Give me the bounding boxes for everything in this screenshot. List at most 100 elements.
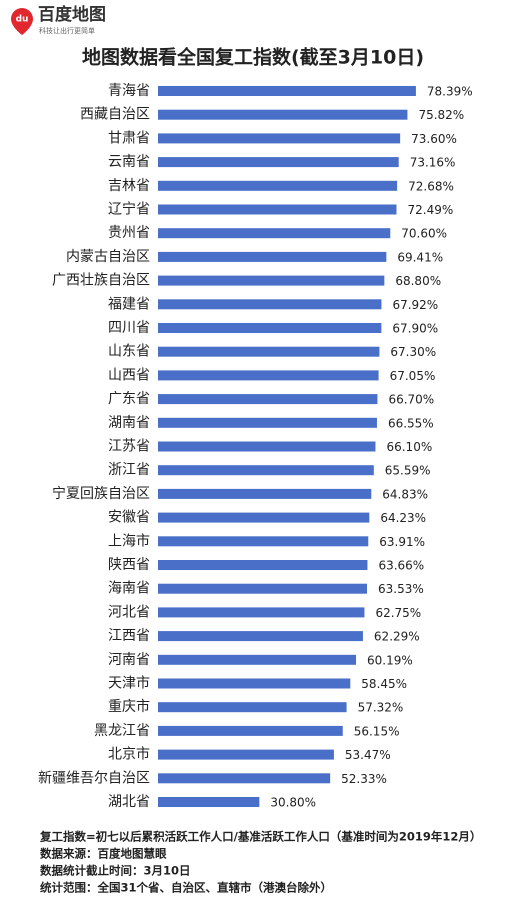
footnote: 数据来源：百度地图慧眼 bbox=[40, 847, 167, 861]
category-label: 北京市 bbox=[108, 746, 150, 763]
value-label: 63.66% bbox=[378, 559, 424, 573]
value-label: 67.05% bbox=[390, 369, 436, 383]
bar bbox=[158, 631, 363, 642]
category-label: 山东省 bbox=[108, 344, 150, 360]
category-label: 山西省 bbox=[108, 367, 150, 383]
footnote: 数据统计截止时间：3月10日 bbox=[40, 864, 191, 878]
category-label: 宁夏回族自治区 bbox=[52, 485, 150, 502]
value-label: 63.53% bbox=[378, 582, 424, 596]
value-label: 72.49% bbox=[407, 203, 453, 217]
bar bbox=[158, 773, 331, 784]
chart-title: 地图数据看全国复工指数(截至3月10日) bbox=[82, 46, 424, 69]
category-label: 福建省 bbox=[108, 296, 150, 312]
value-label: 67.92% bbox=[392, 298, 438, 312]
brand-slogan: 科技让出行更简单 bbox=[39, 26, 95, 35]
value-label: 72.68% bbox=[408, 179, 454, 193]
category-label: 湖南省 bbox=[108, 415, 150, 431]
category-label: 内蒙古自治区 bbox=[66, 249, 150, 265]
bar bbox=[158, 797, 260, 807]
value-label: 64.23% bbox=[380, 511, 426, 525]
bar bbox=[158, 560, 368, 570]
category-label: 吉林省 bbox=[108, 178, 150, 194]
category-label: 四川省 bbox=[108, 320, 150, 336]
category-label: 江西省 bbox=[108, 628, 150, 644]
value-label: 78.39% bbox=[427, 85, 473, 99]
bar bbox=[158, 251, 387, 262]
category-label: 陕西省 bbox=[108, 557, 150, 573]
logo: du 百度地图 科技让出行更简单 bbox=[11, 4, 106, 35]
category-label: 江苏省 bbox=[108, 439, 150, 455]
bar bbox=[158, 536, 369, 547]
brand-name: 百度地图 bbox=[38, 4, 106, 25]
value-label: 60.19% bbox=[367, 653, 413, 667]
bar bbox=[158, 133, 401, 144]
value-label: 56.15% bbox=[354, 724, 400, 738]
logo-pin bbox=[11, 8, 33, 35]
value-label: 66.10% bbox=[386, 440, 432, 454]
bar bbox=[158, 654, 357, 665]
bar bbox=[158, 725, 343, 736]
category-label: 新疆维吾尔自治区 bbox=[38, 770, 150, 786]
value-label: 63.91% bbox=[379, 535, 425, 549]
bar bbox=[158, 583, 368, 594]
value-label: 53.47% bbox=[345, 748, 391, 762]
bar bbox=[158, 512, 370, 523]
bar bbox=[158, 488, 372, 499]
category-label: 西藏自治区 bbox=[80, 107, 150, 123]
bar bbox=[158, 323, 382, 333]
bar bbox=[158, 678, 351, 689]
bar bbox=[158, 180, 398, 191]
value-label: 75.82% bbox=[418, 108, 464, 122]
value-label: 66.70% bbox=[388, 393, 434, 407]
logo-icon-text: du bbox=[16, 15, 29, 25]
bar bbox=[158, 607, 365, 618]
value-label: 68.80% bbox=[395, 274, 441, 288]
bar bbox=[158, 346, 380, 357]
category-label: 云南省 bbox=[108, 154, 150, 170]
footnote: 统计范围：全国31个省、自治区、直辖市（港澳台除外） bbox=[40, 881, 332, 895]
bar bbox=[158, 157, 399, 168]
category-label: 河北省 bbox=[108, 604, 150, 620]
bar bbox=[158, 204, 397, 215]
category-label: 湖北省 bbox=[108, 794, 150, 810]
category-label: 广东省 bbox=[108, 391, 150, 407]
bar bbox=[158, 109, 408, 120]
value-label: 69.41% bbox=[397, 250, 443, 264]
category-label: 河南省 bbox=[108, 652, 150, 668]
value-label: 52.33% bbox=[341, 772, 387, 786]
bar bbox=[158, 441, 376, 452]
category-label: 安徽省 bbox=[108, 510, 150, 526]
bar bbox=[158, 370, 379, 381]
value-label: 73.60% bbox=[411, 132, 457, 146]
bar bbox=[158, 465, 374, 476]
bar bbox=[158, 417, 377, 428]
category-label: 海南省 bbox=[108, 581, 150, 597]
category-label: 浙江省 bbox=[108, 462, 150, 478]
value-label: 65.59% bbox=[385, 464, 431, 478]
category-label: 重庆市 bbox=[108, 698, 150, 715]
value-label: 67.30% bbox=[390, 345, 436, 359]
category-label: 上海市 bbox=[108, 532, 150, 549]
value-label: 57.32% bbox=[358, 701, 404, 715]
bar bbox=[158, 702, 347, 713]
category-label: 贵州省 bbox=[108, 225, 150, 241]
bar bbox=[158, 228, 391, 239]
category-label: 广西壮族自治区 bbox=[52, 273, 150, 289]
value-label: 62.75% bbox=[375, 606, 421, 620]
value-label: 64.83% bbox=[382, 487, 428, 501]
bar bbox=[158, 86, 416, 96]
value-label: 73.16% bbox=[410, 156, 456, 170]
bar bbox=[158, 749, 334, 760]
value-label: 58.45% bbox=[361, 677, 407, 691]
category-label: 天津市 bbox=[108, 675, 150, 692]
value-label: 62.29% bbox=[374, 630, 420, 644]
bar bbox=[158, 299, 382, 310]
value-label: 70.60% bbox=[401, 227, 447, 241]
bar bbox=[158, 394, 378, 405]
value-label: 30.80% bbox=[270, 796, 316, 810]
value-label: 67.90% bbox=[392, 322, 438, 336]
bar bbox=[158, 275, 385, 286]
value-label: 66.55% bbox=[388, 416, 434, 430]
category-label: 青海省 bbox=[108, 83, 150, 99]
